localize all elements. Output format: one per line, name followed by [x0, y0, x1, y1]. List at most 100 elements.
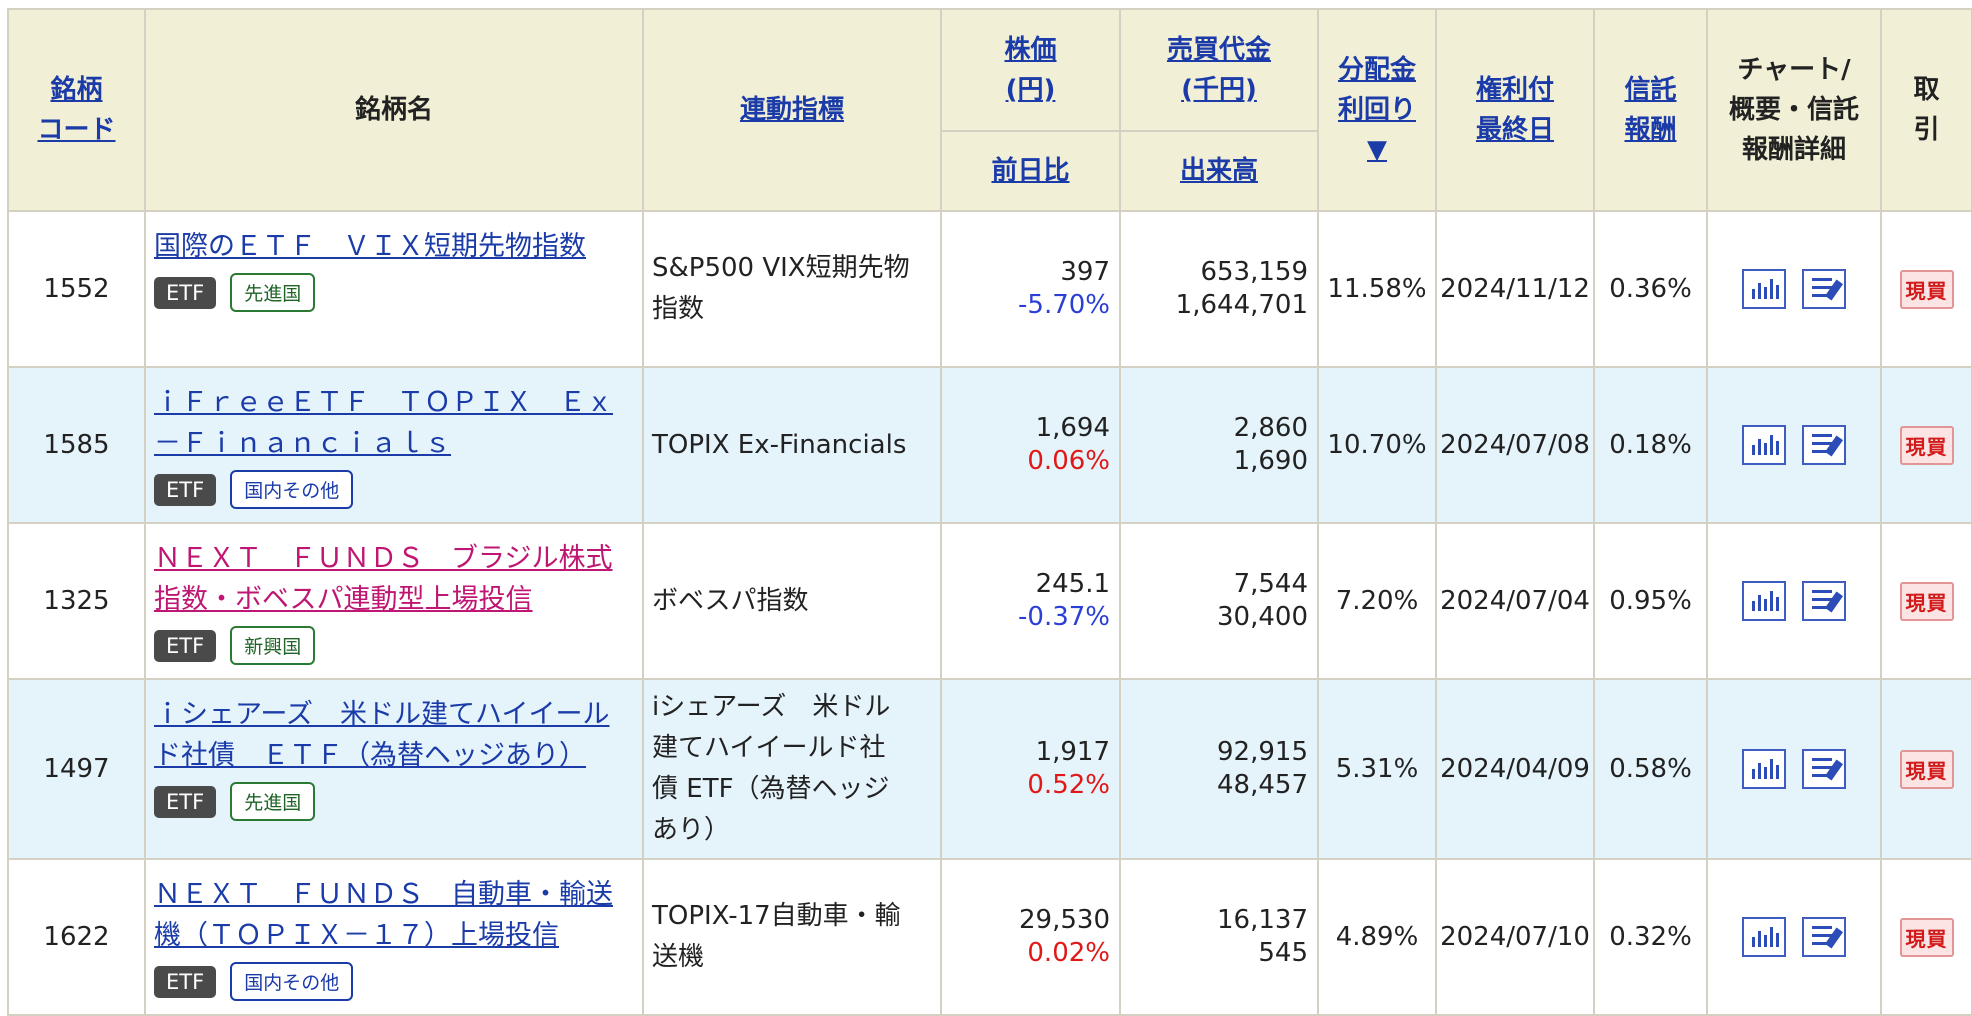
- etf-badge: ETF: [154, 473, 217, 506]
- linked-index-line2: 建てハイイールド社: [652, 733, 886, 763]
- etf-code: 1325: [7, 522, 146, 680]
- trade-value-cell: 2,860 1,690: [1119, 366, 1319, 524]
- yield-value: 5.31%: [1317, 678, 1437, 860]
- price-value: 1,694: [1035, 413, 1110, 443]
- linked-index-line1: TOPIX Ex-Financials: [652, 429, 907, 460]
- trade-cell: 現買: [1880, 678, 1972, 860]
- trade-value-cell: 653,159 1,644,701: [1119, 210, 1319, 368]
- header-volume[interactable]: 出来高: [1119, 130, 1319, 212]
- sort-price-link[interactable]: 株価 (円): [1004, 35, 1056, 105]
- fee-value: 0.18%: [1593, 366, 1708, 524]
- linked-index: ボベスパ指数: [642, 522, 942, 680]
- trade-value: 2,860: [1233, 413, 1308, 443]
- buy-button[interactable]: 現買: [1899, 581, 1954, 621]
- linked-index-line3: 債 ETF（為替ヘッジ: [652, 774, 890, 804]
- price-cell: 245.1 -0.37%: [940, 522, 1121, 680]
- buy-button[interactable]: 現買: [1899, 269, 1954, 309]
- region-badge: 先進国: [230, 782, 316, 821]
- sort-code-link[interactable]: 銘柄 コード: [37, 75, 115, 145]
- linked-index-line1: S&P500 VIX短期先物: [652, 253, 910, 283]
- etf-name-line1: ＮＥＸＴ ＦＵＮＤＳ 自動車・輸送: [154, 879, 613, 910]
- chart-icon[interactable]: [1741, 749, 1786, 789]
- header-code[interactable]: 銘柄 コード: [7, 8, 146, 212]
- document-icon[interactable]: [1802, 269, 1847, 309]
- header-yield[interactable]: 分配金 利回り ▼: [1317, 8, 1437, 212]
- header-name: 銘柄名: [144, 8, 644, 212]
- linked-index-line2: 指数: [652, 294, 705, 324]
- etf-code: 1497: [7, 678, 146, 860]
- sort-fee-link[interactable]: 信託 報酬: [1624, 75, 1676, 145]
- table-row: 1585 ｉＦｒｅｅＥＴＦ ＴＯＰＩＸ Ｅｘ －Ｆｉｎａｎｃｉａｌｓ ETF 国内…: [7, 366, 1972, 524]
- linked-index: TOPIX Ex-Financials: [642, 366, 942, 524]
- header-change[interactable]: 前日比: [940, 130, 1121, 212]
- etf-name-cell: 国際のＥＴＦ ＶＩＸ短期先物指数 ETF 先進国: [144, 210, 644, 368]
- sort-volume-link[interactable]: 出来高: [1179, 156, 1258, 186]
- volume-value: 545: [1258, 938, 1308, 968]
- etf-name-link[interactable]: ｉシェアーズ 米ドル建てハイイール ド社債 ＥＴＦ（為替ヘッジあり）: [154, 694, 634, 776]
- sort-index-link[interactable]: 連動指標: [739, 95, 844, 125]
- linked-index: TOPIX-17自動車・輸 送機: [642, 858, 942, 1016]
- etf-name-cell: ＮＥＸＴ ＦＵＮＤＳ ブラジル株式 指数・ボベスパ連動型上場投信 ETF 新興国: [144, 522, 644, 680]
- chart-icon[interactable]: [1741, 581, 1786, 621]
- etf-name-link[interactable]: ＮＥＸＴ ＦＵＮＤＳ ブラジル株式 指数・ボベスパ連動型上場投信: [154, 538, 634, 620]
- etf-badge: ETF: [154, 785, 217, 818]
- yield-value: 10.70%: [1317, 366, 1437, 524]
- header-fee[interactable]: 信託 報酬: [1593, 8, 1708, 212]
- etf-name-line1: 国際のＥＴＦ ＶＩＸ短期先物指数: [154, 231, 586, 262]
- etf-badge: ETF: [154, 276, 217, 309]
- chart-icon[interactable]: [1741, 269, 1786, 309]
- etf-name-cell: ｉシェアーズ 米ドル建てハイイール ド社債 ＥＴＦ（為替ヘッジあり） ETF 先進…: [144, 678, 644, 860]
- etf-badge: ETF: [154, 629, 217, 662]
- header-trade-value[interactable]: 売買代金 (千円): [1119, 8, 1319, 132]
- table-row: 1622 ＮＥＸＴ ＦＵＮＤＳ 自動車・輸送 機（ＴＯＰＩＸ－１７）上場投信 ET…: [7, 858, 1972, 1016]
- sort-trade-value-link[interactable]: 売買代金 (千円): [1167, 35, 1271, 105]
- etf-code: 1552: [7, 210, 146, 368]
- trade-value-cell: 7,544 30,400: [1119, 522, 1319, 680]
- chart-links-cell: [1706, 210, 1882, 368]
- etf-name-line1: ｉＦｒｅｅＥＴＦ ＴＯＰＩＸ Ｅｘ: [154, 387, 613, 418]
- trade-value-cell: 16,137 545: [1119, 858, 1319, 1016]
- price-value: 1,917: [1035, 737, 1110, 767]
- header-yield-l1: 分配金: [1337, 55, 1416, 85]
- region-badge: 先進国: [230, 273, 316, 312]
- header-price[interactable]: 株価 (円): [940, 8, 1121, 132]
- chart-icon[interactable]: [1741, 917, 1786, 957]
- header-index[interactable]: 連動指標: [642, 8, 942, 212]
- etf-name-link[interactable]: ｉＦｒｅｅＥＴＦ ＴＯＰＩＸ Ｅｘ －Ｆｉｎａｎｃｉａｌｓ: [154, 382, 634, 464]
- document-icon[interactable]: [1802, 425, 1847, 465]
- sort-record-date-link[interactable]: 権利付 最終日: [1476, 75, 1554, 145]
- document-icon[interactable]: [1802, 749, 1847, 789]
- sort-change-link[interactable]: 前日比: [991, 156, 1070, 186]
- linked-index: S&P500 VIX短期先物 指数: [642, 210, 942, 368]
- fee-value: 0.36%: [1593, 210, 1708, 368]
- buy-button[interactable]: 現買: [1899, 425, 1954, 465]
- table-row: 1325 ＮＥＸＴ ＦＵＮＤＳ ブラジル株式 指数・ボベスパ連動型上場投信 ETF…: [7, 522, 1972, 680]
- etf-name-line1: ｉシェアーズ 米ドル建てハイイール: [154, 699, 610, 730]
- header-chart-l3: 報酬詳細: [1741, 135, 1846, 165]
- change-value: 0.02%: [1027, 938, 1110, 968]
- price-cell: 1,694 0.06%: [940, 366, 1121, 524]
- document-icon[interactable]: [1802, 917, 1847, 957]
- record-date-value: 2024/07/08: [1435, 366, 1595, 524]
- change-value: -5.70%: [1018, 290, 1110, 320]
- document-icon[interactable]: [1802, 581, 1847, 621]
- etf-code: 1585: [7, 366, 146, 524]
- buy-button[interactable]: 現買: [1899, 917, 1954, 957]
- sort-yield-link[interactable]: 分配金 利回り ▼: [1338, 55, 1416, 165]
- linked-index-line4: あり）: [652, 815, 731, 845]
- etf-name-link[interactable]: 国際のＥＴＦ ＶＩＸ短期先物指数: [154, 226, 634, 267]
- etf-name-cell: ｉＦｒｅｅＥＴＦ ＴＯＰＩＸ Ｅｘ －Ｆｉｎａｎｃｉａｌｓ ETF 国内その他: [144, 366, 644, 524]
- buy-button[interactable]: 現買: [1899, 749, 1954, 789]
- table-row: 1497 ｉシェアーズ 米ドル建てハイイール ド社債 ＥＴＦ（為替ヘッジあり） E…: [7, 678, 1972, 860]
- change-value: 0.06%: [1027, 446, 1110, 476]
- trade-value: 16,137: [1217, 905, 1308, 935]
- header-yield-l2: 利回り: [1337, 95, 1416, 125]
- chart-icon[interactable]: [1741, 425, 1786, 465]
- volume-value: 48,457: [1217, 770, 1308, 800]
- header-trade-value-l2: (千円): [1181, 75, 1257, 105]
- header-chart: チャート/概要・信託 報酬詳細: [1706, 8, 1882, 212]
- header-price-l1: 株価: [1004, 35, 1057, 65]
- header-record-date[interactable]: 権利付 最終日: [1435, 8, 1595, 212]
- etf-name-link[interactable]: ＮＥＸＴ ＦＵＮＤＳ 自動車・輸送 機（ＴＯＰＩＸ－１７）上場投信: [154, 874, 634, 956]
- trade-value: 7,544: [1233, 569, 1308, 599]
